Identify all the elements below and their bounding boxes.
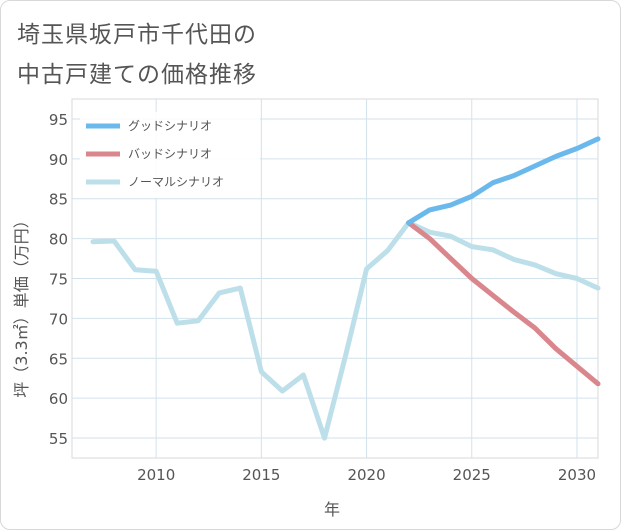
y-tick-label-65: 65	[49, 350, 68, 368]
x-tick-label-2030: 2030	[558, 466, 596, 484]
legend-label-bad: バッドシナリオ	[128, 147, 212, 161]
normal-scenario-line	[90, 220, 601, 441]
y-tick-label-95: 95	[49, 111, 68, 129]
y-axis-ticks: 55 60 65 70 75 80 85 90 95	[49, 111, 68, 448]
bad-scenario-line	[406, 220, 601, 387]
x-tick-label-2010: 2010	[137, 466, 175, 484]
good-scenario-line	[406, 136, 601, 226]
y-tick-label-60: 60	[49, 390, 68, 408]
y-tick-label-80: 80	[49, 231, 68, 249]
y-tick-label-85: 85	[49, 191, 68, 209]
legend: グッドシナリオ バッドシナリオ ノーマルシナリオ	[80, 112, 260, 198]
y-tick-label-75: 75	[49, 271, 68, 289]
x-axis-ticks: 2010 2015 2020 2025 2030	[137, 466, 596, 484]
chart-title-line1: 埼玉県坂戸市千代田の	[17, 22, 257, 48]
y-axis-label: 坪（3.3㎡）単価（万円）	[12, 212, 31, 397]
chart-title-line2: 中古戸建ての価格推移	[17, 62, 257, 88]
y-tick-label-70: 70	[49, 310, 68, 328]
legend-label-normal: ノーマルシナリオ	[128, 175, 224, 189]
series-layer	[90, 136, 601, 441]
y-tick-label-55: 55	[49, 430, 68, 448]
x-axis-label: 年	[324, 500, 340, 519]
x-tick-label-2015: 2015	[242, 466, 280, 484]
x-tick-label-2020: 2020	[347, 466, 385, 484]
y-tick-label-90: 90	[49, 151, 68, 169]
legend-label-good: グッドシナリオ	[128, 119, 212, 133]
x-tick-label-2025: 2025	[453, 466, 491, 484]
grid-lines	[72, 99, 598, 458]
